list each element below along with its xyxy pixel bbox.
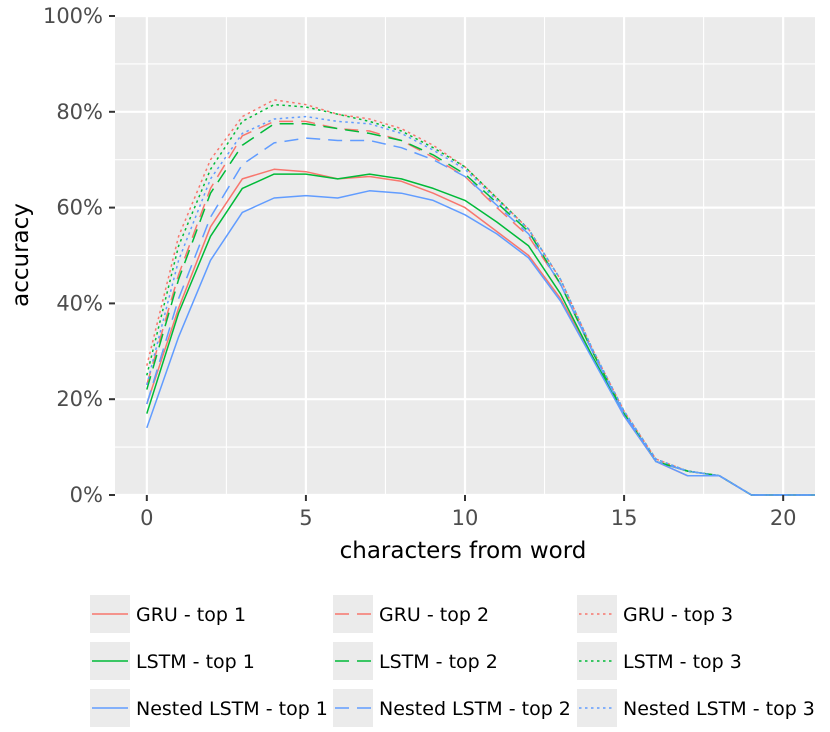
- legend-label: LSTM - top 1: [136, 651, 255, 673]
- series-line: [146, 137, 815, 496]
- y-axis-title: accuracy: [8, 203, 34, 307]
- x-tick-label: 20: [770, 506, 797, 530]
- legend-label: GRU - top 1: [136, 604, 246, 626]
- x-tick-label: 0: [140, 506, 153, 530]
- legend-label: LSTM - top 3: [623, 651, 742, 673]
- x-axis-title: characters from word: [340, 538, 587, 564]
- y-tick-label: 80%: [56, 100, 103, 124]
- x-tick-label: 10: [452, 506, 479, 530]
- y-tick-label: 0%: [70, 483, 103, 507]
- legend-label: GRU - top 2: [379, 604, 489, 626]
- y-tick-label: 20%: [56, 387, 103, 411]
- x-tick-label: 15: [611, 506, 638, 530]
- legend-label: GRU - top 3: [623, 604, 733, 626]
- x-tick-label: 5: [299, 506, 312, 530]
- series-lines: [146, 99, 815, 496]
- legend-label: LSTM - top 2: [379, 651, 498, 673]
- y-tick-label: 100%: [43, 4, 103, 28]
- y-tick-label: 40%: [56, 291, 103, 315]
- series-line: [146, 103, 815, 496]
- legend-label: Nested LSTM - top 1: [136, 698, 328, 720]
- series-line: [146, 190, 815, 496]
- axes: 0% 20% 40% 60% 80% 100% 0 5 10 15 20: [43, 4, 797, 530]
- y-tick-label: 60%: [56, 196, 103, 220]
- series-line: [146, 115, 815, 496]
- legend-label: Nested LSTM - top 2: [379, 698, 571, 720]
- legend-label: Nested LSTM - top 3: [623, 698, 815, 720]
- legend: GRU - top 1 GRU - top 2 GRU - top 3 LSTM - …: [90, 595, 815, 727]
